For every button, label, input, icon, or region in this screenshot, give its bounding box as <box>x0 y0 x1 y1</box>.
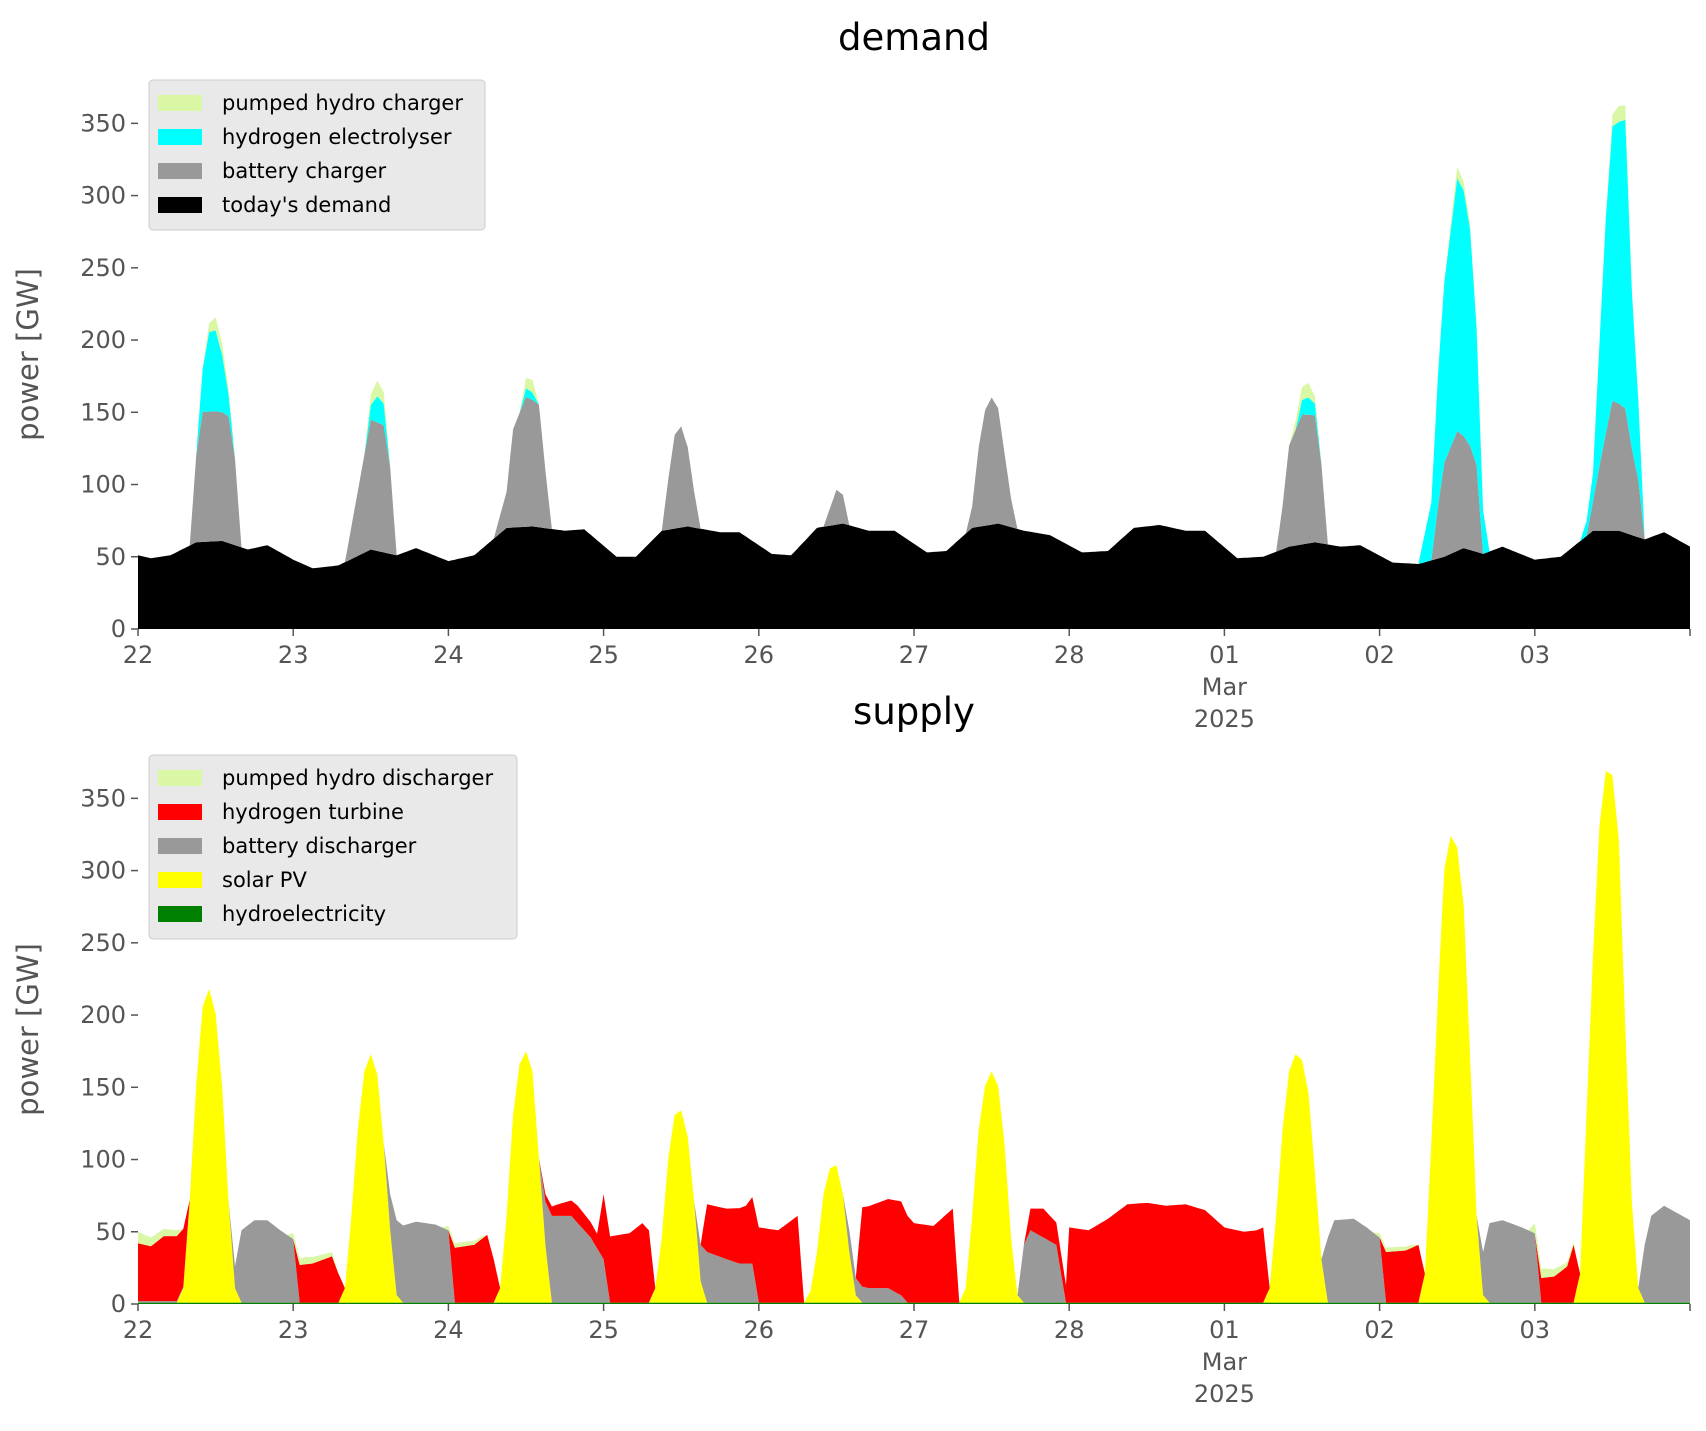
area-today-s-demand <box>138 523 1690 629</box>
x-tick-label: 03 <box>1520 1316 1551 1344</box>
x-tick-label: 25 <box>588 641 619 669</box>
legend-label: pumped hydro discharger <box>222 766 493 790</box>
x-tick-label: 24 <box>433 1316 464 1344</box>
legend: pumped hydro charger hydrogen electrolyse… <box>148 79 486 231</box>
x-tick-label: 23 <box>278 641 309 669</box>
legend-box <box>148 79 486 231</box>
chart-title: supply <box>853 690 975 733</box>
y-tick-label: 350 <box>80 784 126 812</box>
x-tick-label: 02 <box>1364 1316 1395 1344</box>
legend-swatch-hydrogen-electrolyser <box>158 129 202 145</box>
y-tick-label: 50 <box>95 1218 126 1246</box>
legend-label: battery charger <box>222 159 387 183</box>
x-tick-label: 28 <box>1054 1316 1085 1344</box>
legend-label: battery discharger <box>222 834 417 858</box>
legend-swatch-battery-charger <box>158 163 202 179</box>
y-tick-label: 300 <box>80 857 126 885</box>
supply-chart: supply power [GW] 0 50 100 150 200 250 300 350 22 2… <box>11 690 1691 1408</box>
demand-chart: demand power [GW] 0 50 100 150 200 250 300 350 22 2… <box>11 16 1691 733</box>
legend: pumped hydro discharger hydrogen turbine b… <box>148 754 518 940</box>
legend-label: today's demand <box>222 193 391 217</box>
x-tick-label: 03 <box>1520 641 1551 669</box>
area-battery-charger <box>138 396 1690 569</box>
legend-swatch-solar-pv <box>158 872 202 888</box>
x-tick-label: 01 <box>1209 1316 1240 1344</box>
y-tick-label: 200 <box>80 326 126 354</box>
y-tick-label: 0 <box>111 615 126 643</box>
x-tick-label: 25 <box>588 1316 619 1344</box>
y-tick-label: 100 <box>80 1146 126 1174</box>
legend-label: solar PV <box>222 868 307 892</box>
x-tick-label: 02 <box>1364 641 1395 669</box>
x-tick-sublabel: 2025 <box>1194 705 1255 733</box>
x-tick-label: 26 <box>744 1316 775 1344</box>
x-tick-label: 01 <box>1209 641 1240 669</box>
x-tick-label: 28 <box>1054 641 1085 669</box>
y-tick-label: 250 <box>80 929 126 957</box>
y-tick-label: 350 <box>80 109 126 137</box>
x-tick-sublabel: Mar <box>1202 673 1247 701</box>
x-tick-sublabel: Mar <box>1202 1348 1247 1376</box>
legend-box <box>148 754 518 940</box>
x-tick-label: 22 <box>123 1316 154 1344</box>
legend-label: hydrogen electrolyser <box>222 125 452 149</box>
y-tick-label: 150 <box>80 1073 126 1101</box>
x-tick-label: 27 <box>899 641 930 669</box>
y-tick-label: 50 <box>95 543 126 571</box>
legend-swatch-hydrogen-turbine <box>158 804 202 820</box>
x-tick-sublabel: 2025 <box>1194 1380 1255 1408</box>
y-tick-label: 250 <box>80 254 126 282</box>
area-battery-discharger <box>138 770 1690 1303</box>
y-tick-label: 100 <box>80 471 126 499</box>
legend-swatch-today-s-demand <box>158 197 202 213</box>
legend-label: hydrogen turbine <box>222 800 404 824</box>
legend-swatch-hydroelectricity <box>158 906 202 922</box>
legend-swatch-battery-discharger <box>158 838 202 854</box>
legend-swatch-pumped-hydro-charger <box>158 95 202 111</box>
y-tick-label: 200 <box>80 1001 126 1029</box>
x-tick-label: 22 <box>123 641 154 669</box>
area-hydroelectricity <box>138 1302 1690 1304</box>
x-tick-label: 24 <box>433 641 464 669</box>
y-axis-label: power [GW] <box>11 268 45 441</box>
y-tick-label: 150 <box>80 398 126 426</box>
x-tick-label: 26 <box>744 641 775 669</box>
y-tick-label: 300 <box>80 182 126 210</box>
y-axis-label: power [GW] <box>11 943 45 1116</box>
area-solar-pv <box>138 770 1690 1303</box>
chart-title: demand <box>838 16 990 59</box>
legend-label: hydroelectricity <box>222 902 386 926</box>
x-tick-label: 23 <box>278 1316 309 1344</box>
legend-label: pumped hydro charger <box>222 91 463 115</box>
legend-swatch-pumped-hydro-discharger <box>158 770 202 786</box>
x-tick-label: 27 <box>899 1316 930 1344</box>
y-tick-label: 0 <box>111 1290 126 1318</box>
